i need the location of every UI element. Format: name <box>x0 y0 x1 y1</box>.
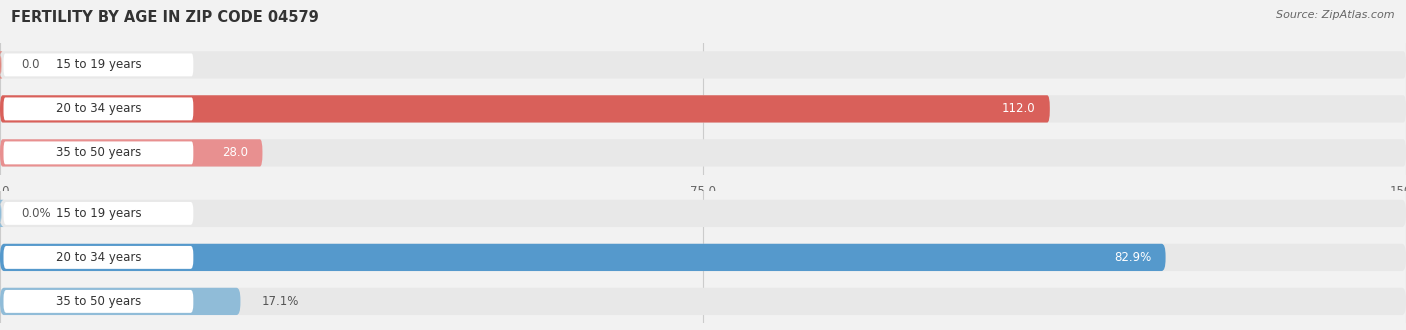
Text: FERTILITY BY AGE IN ZIP CODE 04579: FERTILITY BY AGE IN ZIP CODE 04579 <box>11 10 319 25</box>
FancyBboxPatch shape <box>0 95 1050 122</box>
Text: 112.0: 112.0 <box>1002 102 1036 115</box>
Text: 82.9%: 82.9% <box>1115 251 1152 264</box>
Text: 28.0: 28.0 <box>222 147 249 159</box>
FancyBboxPatch shape <box>0 244 1406 271</box>
FancyBboxPatch shape <box>0 51 1406 79</box>
Text: 15 to 19 years: 15 to 19 years <box>56 58 142 71</box>
FancyBboxPatch shape <box>0 139 1406 167</box>
Text: 20 to 34 years: 20 to 34 years <box>56 251 142 264</box>
FancyBboxPatch shape <box>3 97 194 120</box>
FancyBboxPatch shape <box>3 246 194 269</box>
Text: 35 to 50 years: 35 to 50 years <box>56 295 142 308</box>
Text: 35 to 50 years: 35 to 50 years <box>56 147 142 159</box>
FancyBboxPatch shape <box>0 288 240 315</box>
FancyBboxPatch shape <box>0 200 1406 227</box>
Text: 0.0: 0.0 <box>21 58 39 71</box>
FancyBboxPatch shape <box>3 142 194 164</box>
FancyBboxPatch shape <box>3 53 194 76</box>
FancyBboxPatch shape <box>0 51 3 79</box>
Text: 20 to 34 years: 20 to 34 years <box>56 102 142 115</box>
Text: 15 to 19 years: 15 to 19 years <box>56 207 142 220</box>
FancyBboxPatch shape <box>0 200 4 227</box>
Text: 0.0%: 0.0% <box>21 207 51 220</box>
FancyBboxPatch shape <box>0 288 1406 315</box>
FancyBboxPatch shape <box>0 139 263 167</box>
FancyBboxPatch shape <box>3 290 194 313</box>
FancyBboxPatch shape <box>3 202 194 225</box>
FancyBboxPatch shape <box>0 244 1166 271</box>
Text: 17.1%: 17.1% <box>262 295 299 308</box>
FancyBboxPatch shape <box>0 95 1406 122</box>
Text: Source: ZipAtlas.com: Source: ZipAtlas.com <box>1277 10 1395 20</box>
